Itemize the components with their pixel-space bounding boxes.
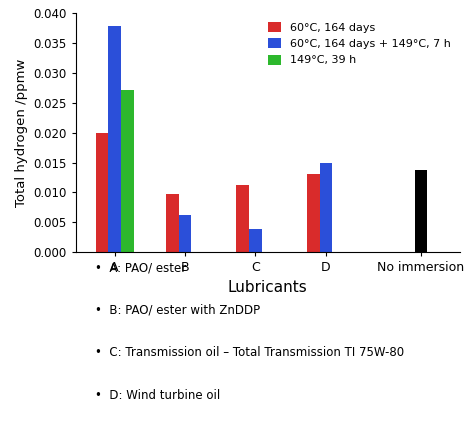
X-axis label: Lubricants: Lubricants xyxy=(228,280,308,295)
Bar xyxy=(121,90,134,252)
Bar xyxy=(179,215,191,252)
Y-axis label: Total hydrogen /ppmw: Total hydrogen /ppmw xyxy=(15,58,28,207)
Text: •  D: Wind turbine oil: • D: Wind turbine oil xyxy=(95,389,220,402)
Text: •  C: Transmission oil – Total Transmission TI 75W-80: • C: Transmission oil – Total Transmissi… xyxy=(95,346,404,359)
Bar xyxy=(307,174,319,252)
Bar xyxy=(108,26,121,252)
Bar xyxy=(415,170,428,252)
Bar xyxy=(96,133,108,252)
Text: •  A: PAO/ ester: • A: PAO/ ester xyxy=(95,261,186,274)
Bar xyxy=(237,185,249,252)
Bar xyxy=(319,163,332,252)
Text: •  B: PAO/ ester with ZnDDP: • B: PAO/ ester with ZnDDP xyxy=(95,304,260,317)
Bar xyxy=(166,194,179,252)
Legend: 60°C, 164 days, 60°C, 164 days + 149°C, 7 h, 149°C, 39 h: 60°C, 164 days, 60°C, 164 days + 149°C, … xyxy=(264,19,454,69)
Bar xyxy=(249,230,262,252)
